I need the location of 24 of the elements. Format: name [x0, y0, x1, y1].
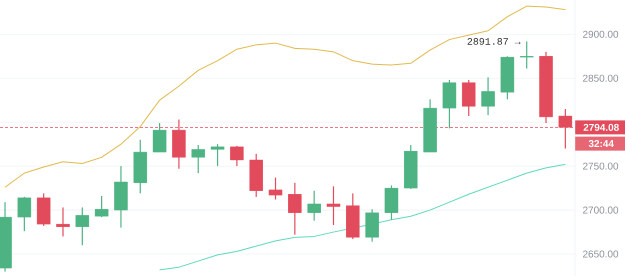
y-tick-label: 2750.00: [583, 162, 618, 170]
y-tick-label: 2900.00: [583, 30, 618, 38]
candlestick: [326, 186, 340, 226]
candlestick: [76, 206, 90, 246]
candlestick: [56, 206, 70, 238]
y-tick-label: 2850.00: [583, 74, 618, 82]
candlestick: [230, 145, 244, 167]
candlestick: [481, 76, 495, 116]
candlestick: [18, 196, 32, 232]
candlestick: [307, 190, 321, 222]
candlestick: [462, 79, 476, 117]
candlestick: [191, 144, 206, 174]
line-series: [4, 6, 566, 188]
ref-line-label: 2794.08: [584, 124, 619, 131]
candlestick: [520, 40, 534, 70]
candlestick: [210, 144, 224, 167]
text: 32:44: [588, 140, 614, 148]
annotation: 2891.87 →: [468, 38, 521, 45]
candlestick: [288, 182, 302, 236]
candlestick: [268, 176, 282, 200]
y-tick-label: 2700.00: [583, 206, 618, 214]
candlestick: [94, 195, 108, 218]
candlestick: [152, 122, 166, 153]
y-tick-label: 2650.00: [583, 250, 618, 258]
